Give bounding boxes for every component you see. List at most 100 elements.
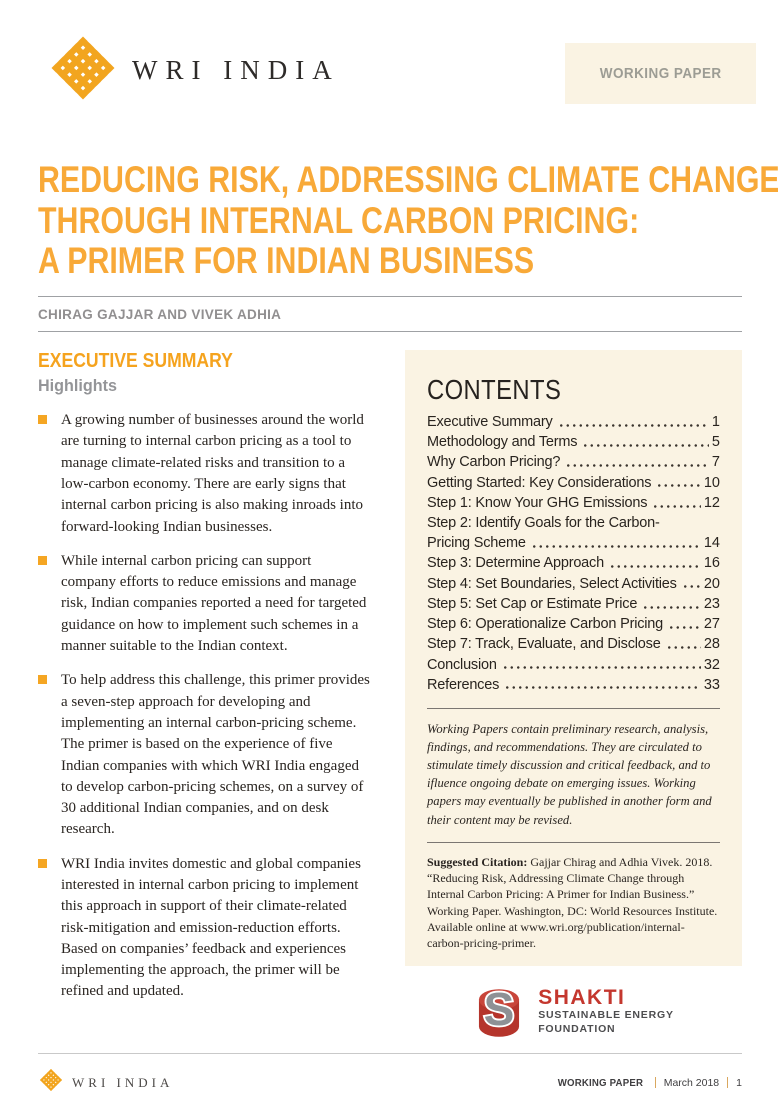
title-line-1: REDUCING RISK, ADDRESSING CLIMATE CHANGE	[38, 159, 778, 200]
toc-entry: Step 6: Operationalize Carbon Pricing 27	[427, 614, 720, 635]
toc-entry: Step 3: Determine Approach 16	[427, 553, 720, 574]
toc-entry: Step 4: Set Boundaries, Select Activitie…	[427, 573, 720, 594]
toc-entry: Step 7: Track, Evaluate, and Disclose 28	[427, 634, 720, 655]
divider-rule	[38, 331, 742, 333]
footer-brand: WRI INDIA	[38, 1067, 173, 1098]
toc-entry: Executive Summary 1	[427, 412, 720, 433]
document-title: REDUCING RISK, ADDRESSING CLIMATE CHANGE…	[38, 159, 778, 282]
toc-dot-leader	[665, 634, 701, 655]
page-footer: WRI INDIA WORKING PAPER March 2018 1	[38, 1053, 742, 1098]
page-header: WRI INDIA WORKING PAPER	[0, 0, 778, 118]
footer-separator	[727, 1077, 729, 1088]
toc-dot-leader	[582, 432, 709, 453]
wri-india-brand: WRI INDIA	[46, 31, 340, 110]
toc-entry-page: 12	[703, 494, 720, 511]
working-paper-badge: WORKING PAPER	[565, 43, 756, 104]
highlights-subheading: Highlights	[38, 376, 117, 396]
toc-entry: Why Carbon Pricing? 7	[427, 452, 720, 473]
footer-brand-wordmark: WRI INDIA	[72, 1074, 174, 1090]
footer-doc-type: WORKING PAPER	[557, 1076, 643, 1089]
highlights-list: A growing number of businesses around th…	[38, 410, 370, 1003]
footer-rule	[38, 1053, 742, 1054]
toc-entry-page: 14	[703, 535, 720, 552]
wri-weave-logo-icon	[46, 31, 120, 110]
toc-entry: Getting Started: Key Considerations 10	[427, 472, 720, 493]
footer-page-number: 1	[736, 1076, 742, 1089]
wri-weave-logo-icon-small	[38, 1067, 64, 1098]
title-line-2: THROUGH INTERNAL CARBON PRICING:	[38, 199, 640, 241]
toc-dot-leader	[504, 674, 701, 695]
toc-entry-page: 5	[711, 434, 720, 451]
executive-summary-section: EXECUTIVE SUMMARY Highlights A growing n…	[38, 350, 370, 1044]
toc-entry-page: 32	[703, 656, 720, 673]
contents-panel: CONTENTS Executive Summary 1 Methodology…	[405, 350, 742, 966]
toc-dot-leader	[681, 573, 701, 594]
highlight-text: While internal carbon pricing can suppor…	[61, 552, 367, 655]
square-bullet-icon	[38, 555, 47, 565]
toc-dot-leader	[501, 654, 701, 675]
authors-line: CHIRAG GAJJAR AND VIVEK ADHIA	[38, 307, 282, 323]
toc-entry-label: Step 7: Track, Evaluate, and Disclose	[427, 636, 661, 653]
toc-dot-leader	[608, 553, 701, 574]
toc-entry-label: Step 6: Operationalize Carbon Pricing	[427, 616, 664, 633]
body-columns: EXECUTIVE SUMMARY Highlights A growing n…	[38, 350, 742, 1044]
toc-entry-label: Methodology and Terms	[427, 434, 578, 451]
toc-entry-page: 33	[703, 676, 720, 693]
toc-dot-leader	[530, 533, 701, 554]
toc-entry-label: Step 4: Set Boundaries, Select Activitie…	[427, 575, 677, 592]
toc-dot-leader	[642, 593, 701, 615]
suggested-citation: Suggested Citation: Gajjar Chirag and Ad…	[427, 854, 720, 952]
toc-entry: References 33	[427, 674, 720, 695]
toc-entry: Step 5: Set Cap or Estimate Price 23	[427, 593, 720, 615]
toc-entry-label: Pricing Scheme	[427, 535, 526, 552]
highlight-item: To help address this challenge, this pri…	[38, 670, 370, 840]
toc-entry: Step 1: Know Your GHG Emissions 12	[427, 492, 720, 514]
toc-entry-label: Getting Started: Key Considerations	[427, 474, 652, 491]
toc-dot-leader	[557, 412, 709, 433]
toc-entry-label: Step 5: Set Cap or Estimate Price	[427, 595, 638, 612]
toc-entry-label: Executive Summary	[427, 414, 553, 431]
footer-date: March 2018	[663, 1076, 720, 1089]
toc-dot-leader	[652, 492, 701, 514]
divider-rule	[38, 296, 742, 298]
footer-separator	[654, 1077, 656, 1088]
toc-entry: Step 2: Identify Goals for the Carbon-	[427, 513, 720, 533]
shakti-name: SHAKTI	[538, 986, 626, 1010]
shakti-logo-icon: S	[473, 980, 525, 1045]
working-paper-badge-label: WORKING PAPER	[599, 65, 722, 82]
citation-text: Gajjar Chirag and Adhia Vivek. 2018. “Re…	[427, 854, 718, 951]
toc-entry-page: 10	[703, 474, 720, 491]
toc-entry-page: 7	[711, 454, 720, 471]
panel-divider-rule	[427, 707, 720, 709]
toc-entry: Conclusion 32	[427, 654, 720, 675]
contents-heading: CONTENTS	[427, 374, 562, 406]
toc-entry-page: 28	[703, 636, 720, 653]
footer-meta: WORKING PAPER March 2018 1	[554, 1077, 742, 1089]
executive-summary-heading: EXECUTIVE SUMMARY	[38, 350, 233, 373]
shakti-subtitle-2: FOUNDATION	[538, 1023, 616, 1036]
toc-entry-label: References	[427, 676, 500, 693]
toc-entry-page: 16	[703, 555, 720, 572]
toc-entry-page: 20	[703, 575, 720, 592]
toc-dot-leader	[656, 472, 701, 493]
toc-entry: Pricing Scheme 14	[427, 533, 720, 554]
working-paper-note: Working Papers contain preliminary resea…	[427, 721, 712, 827]
highlight-item: WRI India invites domestic and global co…	[38, 854, 370, 1003]
toc-entry-label: Why Carbon Pricing?	[427, 454, 561, 471]
toc-entry-page: 27	[703, 616, 720, 633]
right-column: CONTENTS Executive Summary 1 Methodology…	[405, 350, 742, 1044]
highlight-item: A growing number of businesses around th…	[38, 410, 370, 538]
title-line-3: A PRIMER FOR INDIAN BUSINESS	[38, 240, 535, 282]
svg-text:S: S	[484, 982, 515, 1034]
toc-entry-label: Conclusion	[427, 656, 497, 673]
highlight-item: While internal carbon pricing can suppor…	[38, 551, 370, 657]
toc-dot-leader	[668, 614, 701, 635]
square-bullet-icon	[38, 415, 47, 425]
toc-entry-page: 1	[711, 414, 720, 431]
citation-label: Suggested Citation:	[427, 854, 528, 869]
square-bullet-icon	[38, 858, 47, 868]
toc-entry-page: 23	[703, 595, 720, 612]
shakti-subtitle-1: SUSTAINABLE ENERGY	[538, 1009, 674, 1022]
toc-entry-label: Step 2: Identify Goals for the Carbon-	[427, 515, 660, 532]
